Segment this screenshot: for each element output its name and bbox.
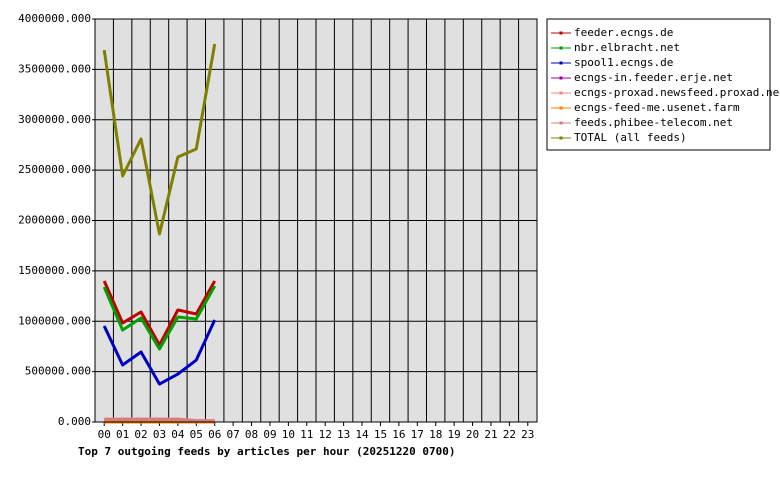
legend-marker [559,31,563,35]
plot-border [94,18,538,423]
x-tick-label: 13 [337,428,350,441]
x-tick-label: 22 [503,428,516,441]
x-tick-label: 01 [116,428,129,441]
x-tick-label: 14 [355,428,369,441]
x-tick-label: 23 [521,428,534,441]
series-line [104,417,215,423]
legend-label: feeder.ecngs.de [574,26,673,39]
series-line [102,285,217,351]
x-tick-label: 04 [171,428,185,441]
y-tick-label: 1000000.000 [18,314,91,327]
y-tick-label: 0.000 [58,415,91,428]
x-tick-label: 09 [263,428,276,441]
y-tick-label: 2000000.000 [18,214,91,227]
legend-marker [559,76,563,80]
y-tick-label: 4000000.000 [18,12,91,25]
legend-label: ecngs-proxad.newsfeed.proxad.net [574,86,780,99]
legend-label: TOTAL (all feeds) [574,131,687,144]
x-tick-label: 10 [282,428,295,441]
y-tick-label: 1500000.000 [18,264,91,277]
y-tick-label: 3500000.000 [18,62,91,75]
x-tick-label: 20 [466,428,479,441]
legend-entries: feeder.ecngs.de nbr.elbracht.net spool1.ec… [551,26,780,144]
x-tick-label: 15 [374,428,387,441]
series-line [102,319,217,386]
x-tick-label: 16 [392,428,405,441]
x-tick-label: 17 [411,428,424,441]
legend-label: ecngs-in.feeder.erje.net [574,71,733,84]
x-tick-label: 00 [98,428,111,441]
series-line [102,280,217,347]
x-tick-label: 11 [300,428,313,441]
x-tick-label: 12 [319,428,332,441]
x-tick-label: 08 [245,428,258,441]
y-tick-label: 3000000.000 [18,113,91,126]
x-tick-label: 18 [429,428,442,441]
legend-label: ecngs-feed-me.usenet.farm [574,101,740,114]
legend-label: spool1.ecngs.de [574,56,673,69]
legend [546,18,771,151]
grid [92,18,538,426]
y-tick-label: 500000.000 [25,365,91,378]
series-line [102,43,217,236]
y-tick-label: 2500000.000 [18,163,91,176]
x-tick-label: 19 [448,428,461,441]
legend-label: nbr.elbracht.net [574,41,680,54]
legend-marker [559,61,563,65]
legend-marker [559,106,563,110]
legend-marker [559,46,563,50]
legend-marker [559,121,563,125]
chart-title: Top 7 outgoing feeds by articles per hou… [78,445,456,458]
legend-label: feeds.phibee-telecom.net [574,116,733,129]
legend-marker [559,91,563,95]
x-tick-label: 06 [208,428,221,441]
x-tick-label: 03 [153,428,166,441]
x-tick-label: 02 [134,428,147,441]
x-tick-label: 07 [227,428,240,441]
x-tick-label: 05 [190,428,203,441]
x-tick-label: 21 [484,428,497,441]
legend-marker [559,136,563,140]
